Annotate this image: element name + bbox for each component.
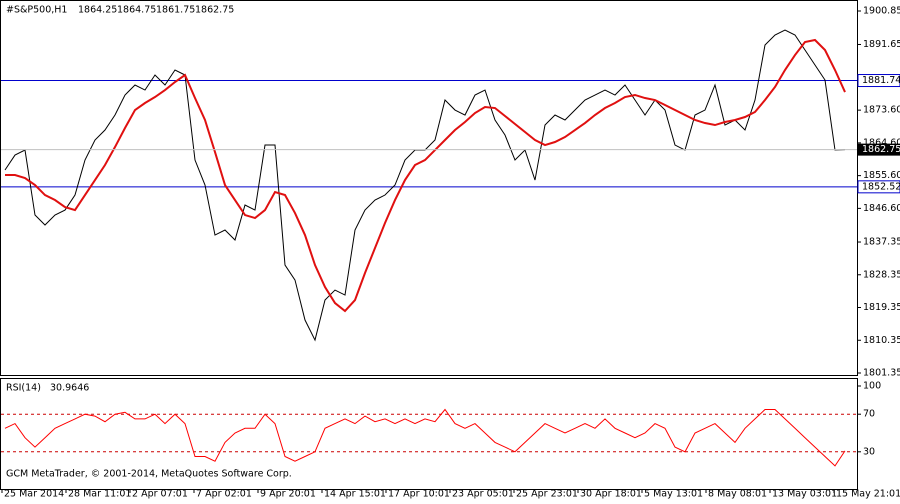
x-tick-label: 7 Apr 02:01	[196, 489, 252, 500]
y-tick-label: 1900.85	[863, 6, 900, 17]
x-tick-label: 25 Apr 23:01	[516, 489, 578, 500]
low: 1861.75	[156, 5, 195, 16]
price-label: 1862.75	[862, 144, 900, 155]
y-tick-label: 1864.60	[863, 137, 900, 148]
open: 1864.25	[78, 5, 117, 16]
price-label-box	[858, 143, 900, 156]
rsi-value: 30.9646	[50, 383, 89, 394]
close: 1862.75	[195, 5, 234, 16]
rsi-title: RSI(14)	[6, 383, 41, 394]
x-tick-label: 14 Apr 15:01	[324, 489, 386, 500]
y-tick-label: 1846.60	[863, 203, 900, 214]
symbol: #S&P500,H1	[6, 5, 67, 16]
footer: GCM MetaTrader, © 2001-2014, MetaQuotes …	[6, 469, 292, 480]
level-label: 1881.74	[862, 75, 900, 86]
series-line	[4, 408, 846, 467]
y-tick-label: 1873.60	[863, 105, 900, 116]
x-tick-label: 17 Apr 10:01	[388, 489, 450, 500]
y-tick-label: 1891.65	[863, 39, 900, 50]
main-panel	[0, 0, 858, 376]
y-tick-label: 1819.35	[863, 302, 900, 313]
y-tick-label: 1810.35	[863, 335, 900, 346]
y-tick-label: 100	[863, 381, 881, 392]
high: 1864.75	[117, 5, 156, 16]
x-tick-label: 28 Mar 11:01	[68, 489, 131, 500]
level-label: 1852.52	[862, 181, 900, 192]
x-tick-label: 9 Apr 20:01	[260, 489, 316, 500]
x-tick-label: 15 May 21:01	[836, 489, 900, 500]
series-line	[5, 38, 846, 313]
y-tick-label: 1837.35	[863, 237, 900, 248]
x-tick-label: 30 Apr 18:01	[580, 489, 642, 500]
x-tick-label: 2 Apr 07:01	[132, 489, 188, 500]
x-tick-label: 25 Mar 2014	[4, 489, 64, 500]
x-tick-label: 8 May 08:01	[708, 489, 767, 500]
rsi-panel	[0, 378, 858, 490]
level-label-box	[857, 180, 900, 194]
y-tick-label: 70	[863, 409, 875, 420]
y-tick-label: 1801.35	[863, 367, 900, 378]
level-label-box	[857, 74, 900, 88]
y-tick-label: 1855.60	[863, 170, 900, 181]
x-tick-label: 23 Apr 05:01	[452, 489, 514, 500]
y-tick-label: 1828.35	[863, 269, 900, 280]
x-tick-label: 13 May 03:01	[772, 489, 837, 500]
y-tick-label: 30	[863, 446, 875, 457]
x-tick-label: 5 May 13:01	[644, 489, 703, 500]
